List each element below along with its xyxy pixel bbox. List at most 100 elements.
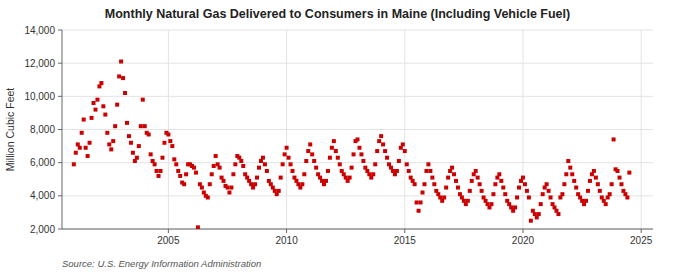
- point: [501, 186, 505, 190]
- point: [178, 174, 182, 178]
- point: [357, 146, 361, 150]
- point: [493, 182, 497, 186]
- point: [476, 176, 480, 180]
- grid: [62, 30, 653, 229]
- y-tick: [58, 195, 62, 196]
- point: [545, 182, 549, 186]
- point: [121, 76, 125, 80]
- point: [283, 152, 287, 156]
- point: [549, 195, 553, 199]
- point: [310, 152, 314, 156]
- point: [139, 124, 143, 128]
- point: [375, 149, 379, 153]
- point: [214, 154, 218, 158]
- point: [452, 172, 456, 176]
- y-tick-label: 6,000: [30, 157, 55, 168]
- point: [419, 200, 423, 204]
- point: [497, 172, 501, 176]
- points: [72, 60, 632, 229]
- point: [424, 169, 428, 173]
- point: [417, 209, 421, 213]
- point: [290, 169, 294, 173]
- point: [123, 91, 127, 95]
- point: [359, 152, 363, 156]
- point: [566, 159, 570, 163]
- y-grid-line: [62, 96, 653, 97]
- y-tick: [58, 96, 62, 97]
- point: [231, 172, 235, 176]
- point: [395, 169, 399, 173]
- point: [125, 121, 129, 125]
- point: [379, 134, 383, 138]
- point: [537, 212, 541, 216]
- point: [397, 159, 401, 163]
- point: [541, 192, 545, 196]
- point: [82, 118, 86, 122]
- point: [413, 182, 417, 186]
- point: [257, 166, 261, 170]
- point: [361, 159, 365, 163]
- point: [105, 131, 109, 135]
- point: [352, 152, 356, 156]
- point: [210, 172, 214, 176]
- point: [88, 141, 92, 145]
- point: [225, 186, 229, 190]
- point: [403, 149, 407, 153]
- point: [572, 179, 576, 183]
- point: [99, 81, 103, 85]
- point: [300, 182, 304, 186]
- y-tick-label: 10,000: [24, 91, 55, 102]
- y-tick-label: 2,000: [30, 224, 55, 235]
- point: [92, 101, 96, 105]
- y-tick-label: 14,000: [24, 25, 55, 36]
- point: [610, 182, 614, 186]
- point: [170, 144, 174, 148]
- y-grid-line: [62, 129, 653, 130]
- point: [444, 186, 448, 190]
- point: [162, 141, 166, 145]
- point: [377, 139, 381, 143]
- chart-svg: 2,0004,0006,0008,00010,00012,00014,00020…: [0, 0, 675, 275]
- point: [222, 179, 226, 183]
- point: [182, 182, 186, 186]
- point: [172, 157, 176, 161]
- point: [489, 202, 493, 206]
- point: [90, 116, 94, 120]
- point: [127, 134, 131, 138]
- point: [332, 139, 336, 143]
- x-tick: [286, 229, 287, 233]
- point: [255, 176, 259, 180]
- point: [529, 219, 533, 223]
- point: [598, 189, 602, 193]
- point: [233, 162, 237, 166]
- chart-container: 2,0004,0006,0008,00010,00012,00014,00020…: [0, 0, 675, 275]
- point: [570, 172, 574, 176]
- y-tick: [58, 63, 62, 64]
- background: [0, 0, 675, 275]
- point: [253, 182, 257, 186]
- point: [515, 195, 519, 199]
- source-note: Source: U.S. Energy Information Administ…: [62, 258, 261, 269]
- point: [72, 162, 76, 166]
- y-tick: [58, 162, 62, 163]
- point: [324, 179, 328, 183]
- x-tick-label: 2020: [512, 235, 535, 246]
- point: [93, 108, 97, 112]
- point: [478, 182, 482, 186]
- point: [371, 172, 375, 176]
- point: [539, 202, 543, 206]
- point: [95, 98, 99, 102]
- point: [159, 169, 163, 173]
- point: [584, 199, 588, 203]
- point: [137, 144, 141, 148]
- point: [618, 176, 622, 180]
- point: [608, 192, 612, 196]
- point: [279, 176, 283, 180]
- point: [289, 162, 293, 166]
- point: [588, 179, 592, 183]
- point: [468, 189, 472, 193]
- x-tick: [522, 229, 523, 233]
- point: [415, 200, 419, 204]
- point: [525, 189, 529, 193]
- point: [385, 156, 389, 160]
